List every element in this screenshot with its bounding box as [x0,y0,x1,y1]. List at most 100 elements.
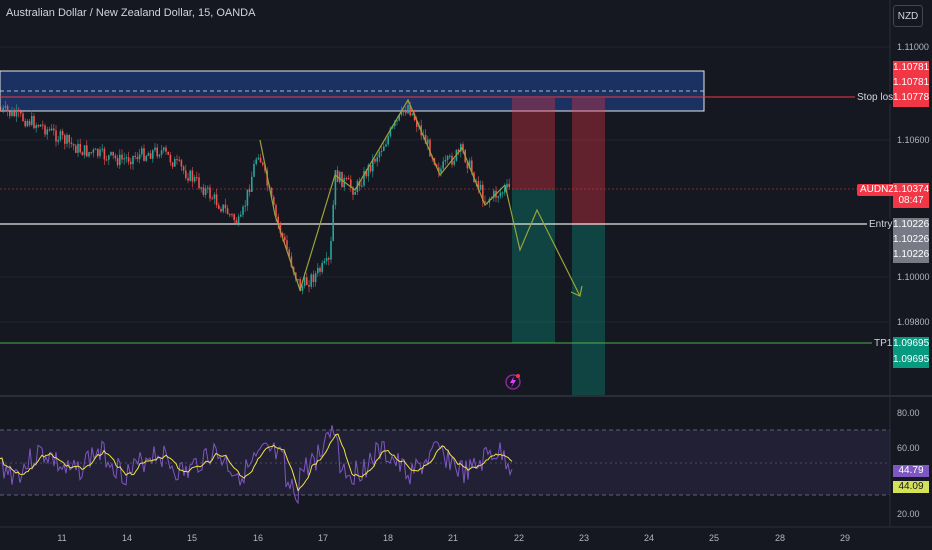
candle-body [99,149,101,157]
candle-body [31,116,33,125]
candle-body [427,139,429,144]
short-position-2-risk[interactable] [572,98,605,226]
candle-body [59,131,62,140]
candle-body [86,145,88,157]
stop-loss-price: 1.10778 [893,92,930,103]
candle-body [165,147,167,152]
stop-loss-price-box: 1.10781 1.10781 1.10778 [893,61,929,107]
candle-body [376,157,378,162]
tp1-label[interactable]: TP1 [872,338,895,350]
candle-body [13,110,15,117]
candle-body [396,120,398,122]
candle-body [466,162,469,169]
candle-body [484,201,486,203]
short-position-reward[interactable] [512,190,555,343]
candle-body [163,147,165,151]
candle-body [279,223,282,234]
candle-body [407,105,409,114]
candle-body [185,170,187,178]
candle-body [242,206,244,215]
tp1-price: 1.09695 [893,338,930,349]
candle-body [158,154,161,157]
candle-body [383,146,385,151]
candle-body [352,187,354,195]
candle-body [44,125,46,135]
candle-body [33,116,35,129]
entry-label[interactable]: Entry [867,219,895,231]
candle-body [299,279,301,291]
time-label: 14 [122,533,132,543]
short-position-2-reward[interactable] [572,226,605,396]
bar-countdown: 08:47 [898,195,924,206]
stop-loss-label[interactable]: Stop loss [855,92,901,104]
candle-body [424,134,427,144]
candle-body [215,194,218,206]
currency-button[interactable]: NZD [893,5,923,27]
candle-body [88,152,90,157]
forecast-path[interactable] [504,184,581,297]
candle-body [136,156,139,160]
candle-body [471,160,473,173]
candle-body [125,157,128,159]
symbol-title[interactable]: Australian Dollar / New Zealand Dollar, … [6,7,256,19]
candle-body [402,109,405,113]
time-axis[interactable]: 11 14 15 16 17 18 21 22 23 24 25 28 29 [57,533,850,543]
candle-body [53,128,55,131]
rsi-tick: 80.00 [897,408,920,418]
rsi-line [0,425,513,505]
candle-body [387,136,389,145]
candle-body [189,170,191,181]
candle-body [26,120,29,127]
price-tick: 1.10000 [897,272,930,282]
candle-body [20,111,22,114]
candle-body [182,166,185,171]
zigzag-pattern[interactable] [259,98,506,292]
symbol-tag: AUDNZD [857,184,905,196]
price-tick: 1.09800 [897,317,930,327]
candle-body [9,111,11,116]
candle-body [202,187,205,195]
short-position-risk[interactable] [512,98,555,190]
candle-body [112,151,114,156]
candle-body [369,165,372,172]
candle-body [79,143,81,153]
candle-body [460,144,462,152]
candle-body [220,208,222,212]
candle-body [306,277,308,285]
price-axis[interactable]: 1.11000 1.10600 1.10000 1.09800 [897,42,930,327]
candle-body [72,144,75,146]
lightning-icon[interactable] [505,374,521,390]
candle-body [273,197,275,205]
candle-body [193,177,196,182]
candle-body [233,214,235,221]
candle-body [218,205,220,209]
candle-body [350,179,352,188]
candle-body [275,204,277,217]
candle-body [48,129,51,131]
candle-body [6,106,9,112]
candle-body [110,151,112,156]
candle-body [244,205,246,207]
candle-body [288,249,290,257]
candle-body [154,147,156,151]
candle-body [259,157,262,163]
candle-body [248,189,251,192]
candle-body [114,155,117,159]
candle-body [246,189,249,206]
candle-body [468,160,471,169]
candle-body [367,165,370,177]
rsi-tick: 20.00 [897,509,920,519]
candle-body [187,177,189,181]
candle-body [363,171,365,186]
rsi-tick: 60.00 [897,443,920,453]
rsi-axis[interactable]: 80.00 60.00 20.00 [897,408,920,519]
candle-body [308,284,310,287]
candle-body [389,128,392,137]
candle-body [253,164,255,177]
candle-body [105,159,108,161]
candle-body [101,148,103,150]
candle-body [204,188,207,195]
current-price-box: 1.10374 08:47 [893,183,929,208]
price-tick: 1.10600 [897,135,930,145]
